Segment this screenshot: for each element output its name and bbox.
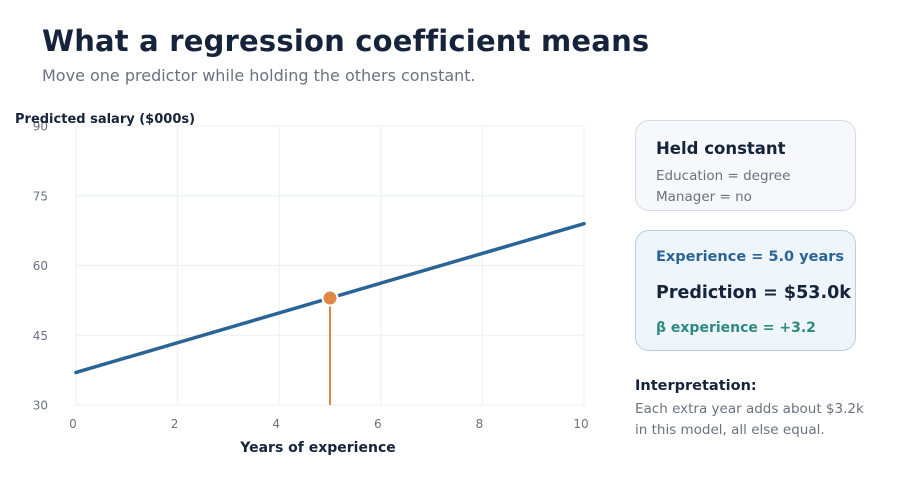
grid-lines [75, 125, 585, 406]
y-axis-label: Predicted salary ($000s) [15, 112, 195, 127]
y-tick-label: 90 [33, 120, 48, 134]
regression-chart: 30 45 60 75 90 0 2 4 6 8 10 Predicted salary ($00… [15, 112, 589, 456]
x-tick-label: 0 [69, 417, 77, 431]
x-tick-label: 8 [476, 417, 484, 431]
beta-readout: β experience = +3.2 [656, 320, 816, 336]
held-constant-card: Held constant Education = degree Manager… [635, 120, 856, 211]
y-tick-label: 30 [33, 399, 48, 413]
x-tick-label: 4 [272, 417, 280, 431]
held-constant-heading: Held constant [656, 139, 786, 158]
prediction-card: Experience = 5.0 years Prediction = $53.… [635, 230, 856, 351]
x-axis-label: Years of experience [239, 440, 396, 456]
y-tick-label: 75 [33, 189, 48, 203]
x-tick-label: 6 [374, 417, 382, 431]
experience-readout: Experience = 5.0 years [656, 249, 845, 265]
y-tick-label: 45 [33, 329, 48, 343]
page-subtitle: Move one predictor while holding the oth… [42, 66, 476, 85]
y-tick-labels: 30 45 60 75 90 [33, 120, 48, 413]
held-education: Education = degree [656, 168, 791, 184]
interpretation-line-2: in this model, all else equal. [635, 422, 825, 438]
x-tick-label: 10 [573, 417, 588, 431]
held-manager: Manager = no [656, 189, 752, 205]
x-tick-label: 2 [171, 417, 179, 431]
y-tick-label: 60 [33, 259, 48, 273]
prediction-readout: Prediction = $53.0k [656, 283, 851, 303]
x-tick-labels: 0 2 4 6 8 10 [69, 417, 588, 431]
page-title: What a regression coefficient means [42, 24, 650, 58]
interpretation-heading: Interpretation: [635, 378, 757, 394]
experience-marker[interactable] [321, 289, 339, 307]
interpretation-line-1: Each extra year adds about $3.2k [635, 401, 864, 417]
